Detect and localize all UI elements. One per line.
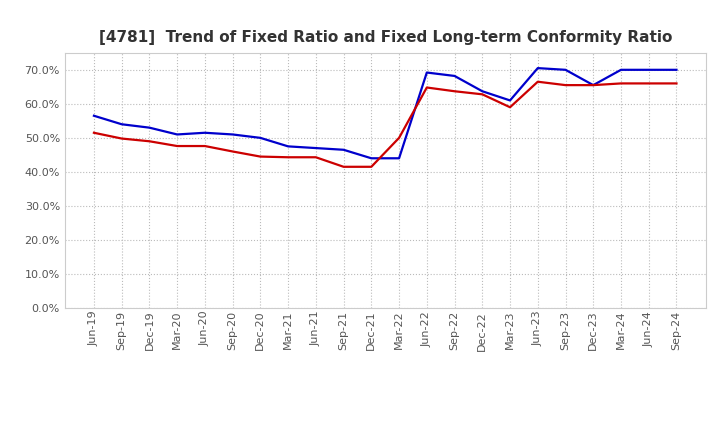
Fixed Long-term Conformity Ratio <box>117 136 126 141</box>
Fixed Ratio <box>478 88 487 94</box>
Fixed Ratio <box>644 67 653 73</box>
Fixed Ratio <box>561 67 570 73</box>
Fixed Long-term Conformity Ratio <box>284 154 292 160</box>
Fixed Long-term Conformity Ratio <box>478 92 487 97</box>
Fixed Long-term Conformity Ratio <box>450 88 459 94</box>
Fixed Ratio <box>367 156 376 161</box>
Fixed Ratio <box>228 132 237 137</box>
Fixed Ratio <box>589 82 598 88</box>
Fixed Long-term Conformity Ratio <box>505 105 514 110</box>
Fixed Long-term Conformity Ratio <box>423 85 431 90</box>
Fixed Ratio <box>201 130 210 136</box>
Fixed Long-term Conformity Ratio <box>228 149 237 154</box>
Title: [4781]  Trend of Fixed Ratio and Fixed Long-term Conformity Ratio: [4781] Trend of Fixed Ratio and Fixed Lo… <box>99 29 672 45</box>
Fixed Ratio <box>423 70 431 75</box>
Line: Fixed Ratio: Fixed Ratio <box>94 68 677 158</box>
Fixed Long-term Conformity Ratio <box>589 82 598 88</box>
Fixed Long-term Conformity Ratio <box>89 130 98 136</box>
Fixed Long-term Conformity Ratio <box>644 81 653 86</box>
Fixed Ratio <box>89 113 98 118</box>
Fixed Long-term Conformity Ratio <box>534 79 542 84</box>
Fixed Long-term Conformity Ratio <box>312 154 320 160</box>
Fixed Ratio <box>450 73 459 79</box>
Fixed Long-term Conformity Ratio <box>173 143 181 149</box>
Line: Fixed Long-term Conformity Ratio: Fixed Long-term Conformity Ratio <box>94 82 677 167</box>
Fixed Ratio <box>395 156 403 161</box>
Fixed Long-term Conformity Ratio <box>561 82 570 88</box>
Fixed Ratio <box>145 125 154 130</box>
Fixed Ratio <box>616 67 625 73</box>
Fixed Long-term Conformity Ratio <box>616 81 625 86</box>
Fixed Ratio <box>173 132 181 137</box>
Fixed Ratio <box>505 98 514 103</box>
Fixed Long-term Conformity Ratio <box>256 154 265 159</box>
Fixed Long-term Conformity Ratio <box>145 139 154 144</box>
Fixed Long-term Conformity Ratio <box>672 81 681 86</box>
Fixed Ratio <box>672 67 681 73</box>
Fixed Ratio <box>312 146 320 151</box>
Fixed Ratio <box>256 135 265 140</box>
Fixed Long-term Conformity Ratio <box>367 164 376 169</box>
Fixed Ratio <box>284 144 292 149</box>
Fixed Long-term Conformity Ratio <box>201 143 210 149</box>
Fixed Ratio <box>534 66 542 71</box>
Fixed Ratio <box>339 147 348 152</box>
Fixed Long-term Conformity Ratio <box>339 164 348 169</box>
Fixed Ratio <box>117 121 126 127</box>
Fixed Long-term Conformity Ratio <box>395 135 403 140</box>
